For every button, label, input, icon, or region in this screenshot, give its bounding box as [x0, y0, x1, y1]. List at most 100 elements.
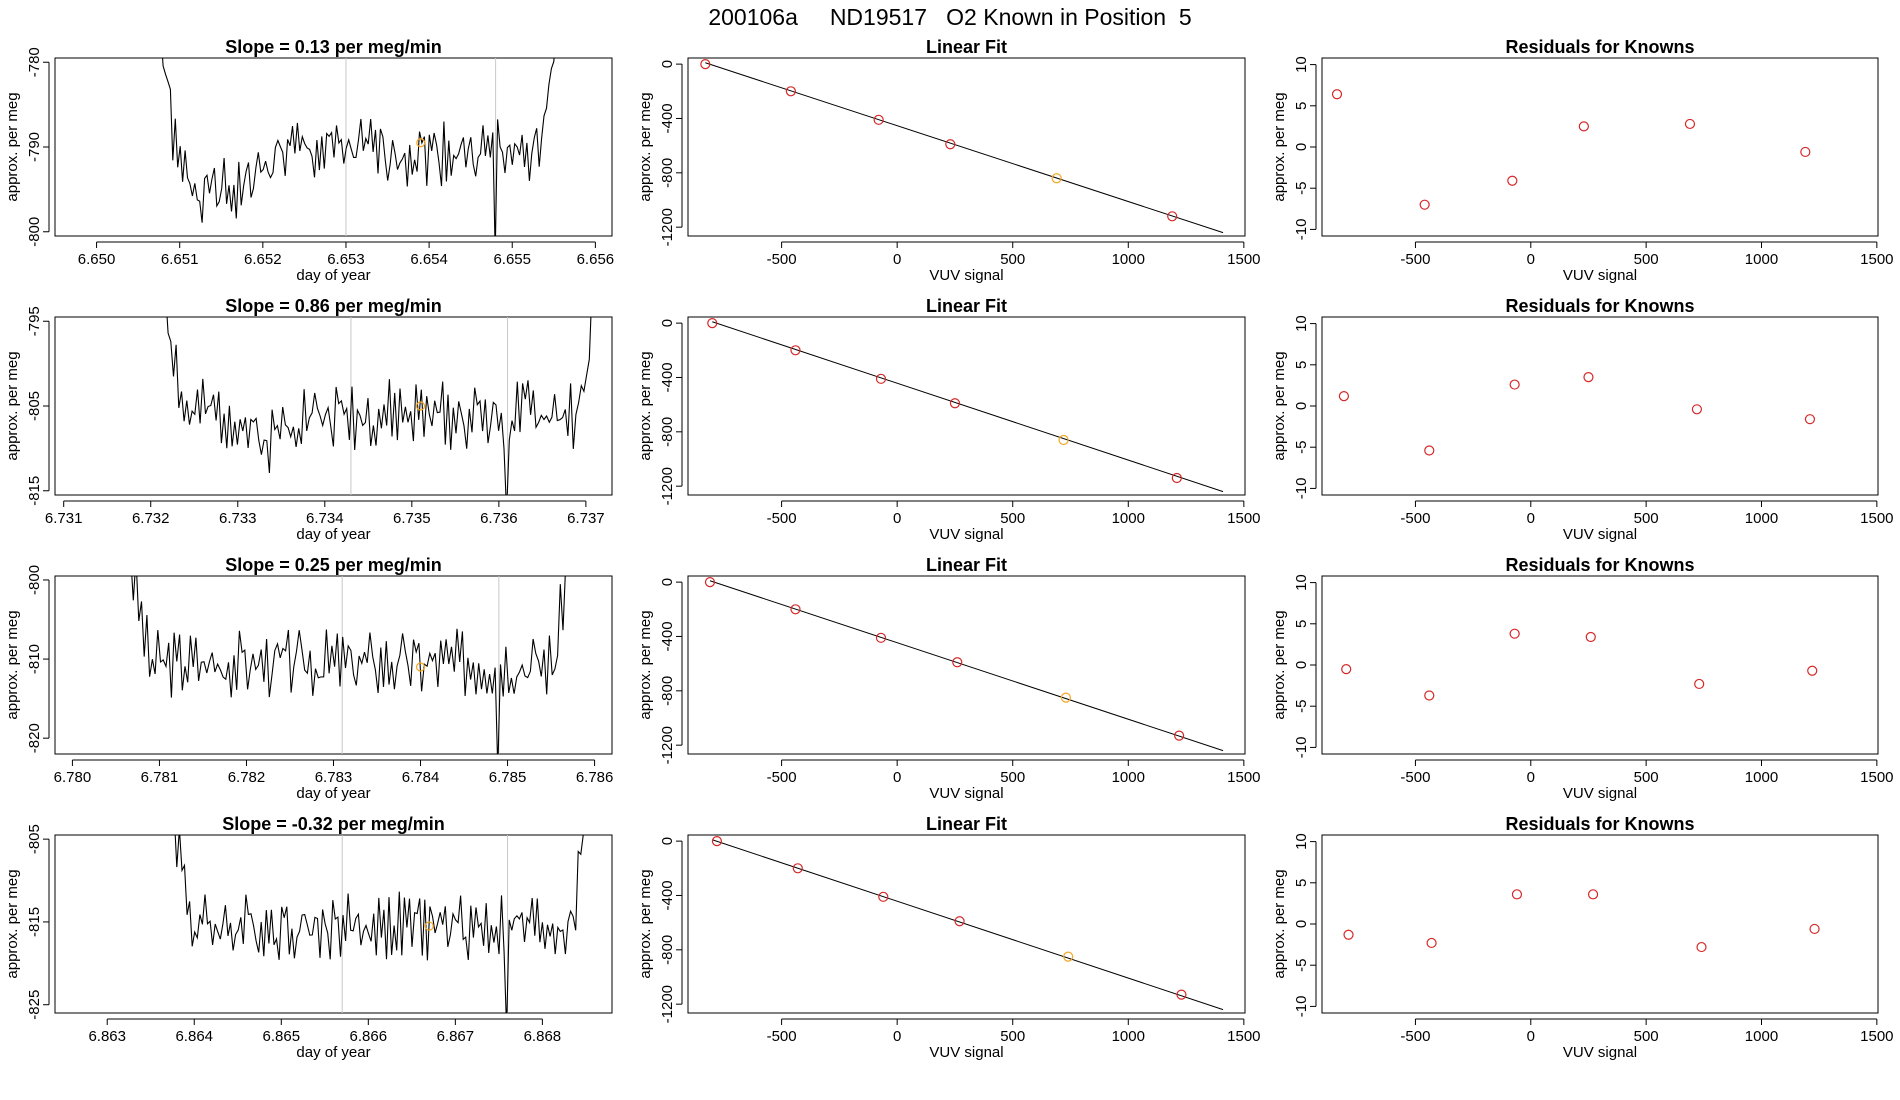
- x-tick-label: 500: [1634, 251, 1659, 268]
- plot-frame: [54, 834, 613, 1014]
- chart-fit-row-1: Linear Fit -500 0 500 1000 1500 VUV signal -120…: [637, 37, 1261, 284]
- x-tick-label: 500: [1634, 1028, 1659, 1045]
- y-axis-label: approx. per meg: [1271, 92, 1288, 201]
- chart-title: Slope = -0.32 per meg/min: [222, 814, 445, 834]
- sample-point: [415, 662, 426, 672]
- y-tick-label: -795: [26, 306, 43, 336]
- chart-title: Slope = 0.13 per meg/min: [225, 37, 442, 57]
- residual-point: [1509, 628, 1520, 639]
- known-point: [1171, 472, 1182, 484]
- y-tick-label: -400: [659, 103, 676, 133]
- x-tick-label: 0: [1527, 1028, 1535, 1045]
- chart-title: Linear Fit: [926, 296, 1007, 316]
- x-tick-label: 6.737: [567, 510, 605, 527]
- y-axis-label: approx. per meg: [4, 869, 21, 978]
- chart-resid-row-1: Residuals for Knowns -500 0 500 1000 1500 VUV …: [1271, 37, 1894, 284]
- chart-resid-row-4: Residuals for Knowns -500 0 500 1000 1500 VUV …: [1271, 814, 1894, 1061]
- x-tick-label: 1000: [1112, 510, 1145, 527]
- y-tick-label: 5: [1293, 361, 1310, 369]
- residual-point: [1343, 929, 1354, 940]
- y-tick-label: -10: [1293, 737, 1310, 759]
- chart-trace-row-3: Slope = 0.25 per meg/min 6.780 6.781 6.782 6…: [4, 555, 614, 802]
- chart-trace-row-4: Slope = -0.32 per meg/min 6.863 6.864 6.865…: [4, 814, 613, 1061]
- y-tick-label: -800: [26, 565, 43, 595]
- plot-area: [711, 836, 1224, 1011]
- x-tick-label: 1000: [1745, 1028, 1778, 1045]
- x-tick-label: 6.651: [161, 251, 199, 268]
- sample-point: [1058, 434, 1069, 446]
- plot-area: [1343, 889, 1820, 953]
- known-point: [945, 139, 956, 150]
- y-tick-label: -800: [26, 217, 43, 247]
- y-tick-label: 10: [1293, 574, 1310, 591]
- x-tick-label: 6.786: [576, 769, 614, 786]
- residual-point: [1507, 175, 1518, 186]
- known-point: [1176, 989, 1187, 1000]
- known-point: [1174, 730, 1185, 741]
- x-tick-label: 0: [893, 251, 901, 268]
- y-axis-label: approx. per meg: [1271, 610, 1288, 719]
- x-tick-label: 6.733: [219, 510, 257, 527]
- y-axis-label: approx. per meg: [637, 92, 654, 201]
- y-tick-label: -815: [26, 476, 43, 506]
- page-title: 200106a ND19517 O2 Known in Position 5: [708, 4, 1192, 30]
- residual-point: [1585, 631, 1596, 643]
- known-point: [1167, 211, 1178, 222]
- plot-area: [1341, 628, 1818, 701]
- y-tick-label: 0: [1293, 402, 1310, 410]
- residual-point: [1426, 937, 1437, 949]
- known-point: [792, 863, 803, 874]
- fit-line: [709, 580, 1224, 752]
- plot-area: [131, 576, 566, 754]
- known-point: [785, 86, 796, 97]
- x-tick-label: -500: [1400, 251, 1430, 268]
- x-tick-label: 6.652: [244, 251, 282, 268]
- chart-title: Slope = 0.25 per meg/min: [225, 555, 442, 575]
- x-tick-label: 6.734: [306, 510, 344, 527]
- known-point: [707, 318, 718, 329]
- y-tick-label: -780: [26, 47, 43, 77]
- y-tick-label: 0: [1293, 143, 1310, 151]
- x-tick-label: 0: [893, 1028, 901, 1045]
- x-tick-label: 6.782: [228, 769, 266, 786]
- known-point: [954, 916, 965, 927]
- chart-fit-row-2: Linear Fit -500 0 500 1000 1500 VUV signal -120…: [637, 296, 1261, 543]
- residual-point: [1338, 391, 1350, 402]
- x-tick-label: 1000: [1745, 769, 1778, 786]
- plot-frame: [687, 834, 1246, 1014]
- y-tick-label: 0: [1293, 661, 1310, 669]
- x-axis-label: VUV signal: [1563, 785, 1637, 802]
- x-tick-label: 1000: [1112, 251, 1145, 268]
- signal-trace-line: [131, 576, 566, 754]
- y-axis-label: approx. per meg: [1271, 351, 1288, 460]
- y-tick-label: -800: [659, 935, 676, 965]
- x-axis-label: VUV signal: [929, 526, 1003, 543]
- known-point: [790, 345, 801, 356]
- chart-title: Linear Fit: [926, 555, 1007, 575]
- residual-point: [1509, 379, 1520, 390]
- fit-line: [705, 62, 1224, 234]
- plot-area: [707, 318, 1224, 493]
- y-axis-label: approx. per meg: [637, 869, 654, 978]
- x-tick-label: 6.780: [54, 769, 92, 786]
- y-tick-label: -5: [1293, 182, 1310, 195]
- x-tick-label: 6.866: [350, 1028, 388, 1045]
- residual-point: [1691, 404, 1702, 415]
- residual-point: [1684, 118, 1696, 130]
- x-tick-label: 6.784: [402, 769, 440, 786]
- x-tick-label: 0: [1527, 510, 1535, 527]
- fit-line: [712, 321, 1224, 493]
- chart-title: Slope = 0.86 per meg/min: [225, 296, 442, 316]
- chart-title: Residuals for Knowns: [1505, 37, 1694, 57]
- sample-point: [424, 921, 434, 931]
- x-axis-label: VUV signal: [1563, 526, 1637, 543]
- y-tick-label: -800: [659, 417, 676, 447]
- x-tick-label: 6.864: [175, 1028, 213, 1045]
- plot-frame: [54, 316, 613, 496]
- signal-trace-line: [174, 835, 584, 1013]
- residual-point: [1809, 923, 1820, 935]
- y-tick-label: -820: [26, 723, 43, 753]
- x-axis-label: VUV signal: [929, 785, 1003, 802]
- y-tick-label: -805: [26, 824, 43, 854]
- x-tick-label: 500: [1000, 251, 1025, 268]
